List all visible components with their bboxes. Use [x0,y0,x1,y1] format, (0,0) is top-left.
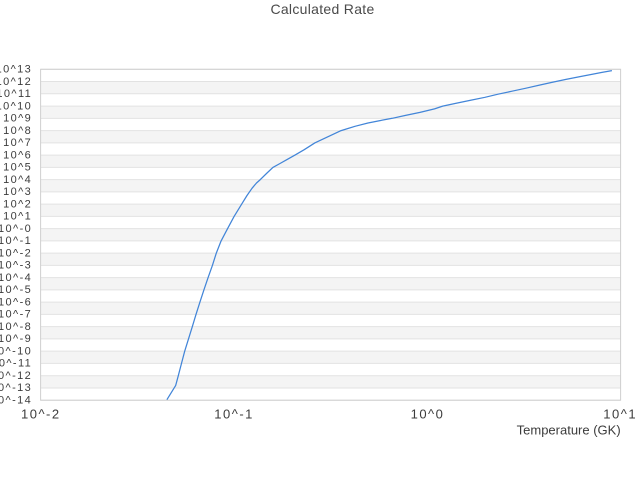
svg-text:10^-2: 10^-2 [0,247,32,259]
svg-text:10^-14: 10^-14 [0,394,32,406]
svg-text:10^-0: 10^-0 [0,223,32,235]
svg-text:10^2: 10^2 [3,198,32,210]
svg-text:10^4: 10^4 [3,174,32,186]
svg-text:10^3: 10^3 [3,186,32,198]
svg-text:10^10: 10^10 [0,100,32,112]
svg-text:10^-3: 10^-3 [0,260,32,272]
svg-text:10^5: 10^5 [3,162,32,174]
svg-text:10^1: 10^1 [603,407,637,422]
svg-text:10^1: 10^1 [3,211,32,223]
svg-text:10^-5: 10^-5 [0,284,32,296]
svg-text:10^-8: 10^-8 [0,321,32,333]
svg-text:10^-7: 10^-7 [0,309,32,321]
svg-text:10^-6: 10^-6 [0,296,32,308]
svg-text:10^-12: 10^-12 [0,370,32,382]
svg-text:10^9: 10^9 [3,113,32,125]
svg-text:10^6: 10^6 [3,149,32,161]
svg-text:10^-11: 10^-11 [0,358,32,370]
svg-text:10^7: 10^7 [3,137,32,149]
svg-text:10^13: 10^13 [0,64,32,76]
svg-text:10^-9: 10^-9 [0,333,32,345]
svg-text:10^-4: 10^-4 [0,272,32,284]
svg-text:Temperature (GK): Temperature (GK) [517,423,621,438]
svg-text:10^-2: 10^-2 [21,407,61,422]
svg-text:10^-13: 10^-13 [0,382,32,394]
svg-text:10^12: 10^12 [0,76,32,88]
svg-text:10^-1: 10^-1 [0,235,32,247]
svg-text:10^8: 10^8 [3,125,32,137]
svg-text:10^-1: 10^-1 [214,407,254,422]
svg-text:10^0: 10^0 [411,407,445,422]
svg-text:10^-10: 10^-10 [0,345,32,357]
svg-text:Calculated Rate: Calculated Rate [270,1,374,17]
svg-text:10^11: 10^11 [0,88,32,100]
